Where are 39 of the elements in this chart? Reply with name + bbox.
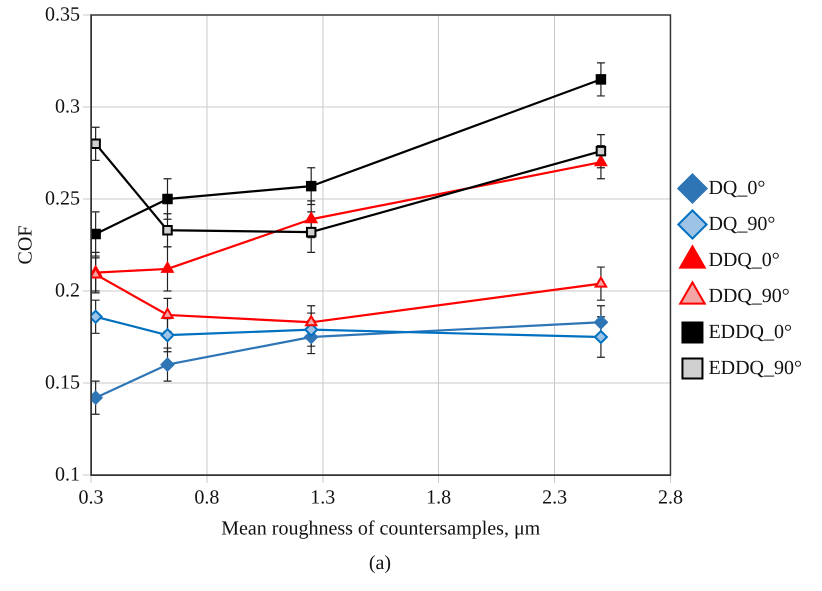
point [594, 330, 608, 344]
point [594, 276, 608, 288]
x-tick-label: 0.3 [78, 486, 104, 508]
point [304, 212, 318, 224]
x-tick-label: 1.3 [310, 486, 336, 508]
legend-label: DDQ_90° [708, 284, 790, 307]
y-tick-label: 0.3 [55, 95, 80, 118]
point [594, 155, 608, 166]
y-tick-label: 0.25 [45, 187, 80, 210]
point [91, 138, 101, 150]
point [594, 315, 608, 330]
legend-label: DQ_90° [708, 212, 776, 235]
y-tick-label: 0.35 [45, 3, 80, 26]
point [160, 358, 174, 372]
point [306, 180, 316, 192]
point [596, 74, 606, 85]
point [161, 308, 174, 319]
x-tick-label: 1.8 [426, 486, 452, 508]
y-tick-label: 0.15 [45, 371, 80, 394]
x-axis-title: Mean roughness of countersamples, μm [221, 517, 541, 540]
legend-label: DQ_0° [708, 176, 766, 199]
point [91, 228, 101, 240]
legend-label: EDDQ_0° [708, 320, 792, 343]
point [162, 194, 173, 204]
text: (a) [368, 552, 392, 575]
x-tick-label: 2.3 [542, 486, 568, 508]
y-tick-label: 0.2 [55, 279, 80, 302]
x-tick-label: 0.8 [194, 486, 220, 508]
y-tick-label: 0.1 [55, 463, 80, 486]
point [162, 225, 173, 236]
point [304, 315, 318, 326]
point [160, 328, 174, 342]
point [161, 262, 174, 273]
x-tick-label: 2.8 [658, 486, 683, 508]
point [596, 146, 606, 156]
legend-label: DDQ_0° [708, 248, 780, 271]
point [306, 226, 316, 238]
y-axis-title: COF [14, 226, 36, 264]
legend-label: EDDQ_90° [708, 356, 802, 379]
